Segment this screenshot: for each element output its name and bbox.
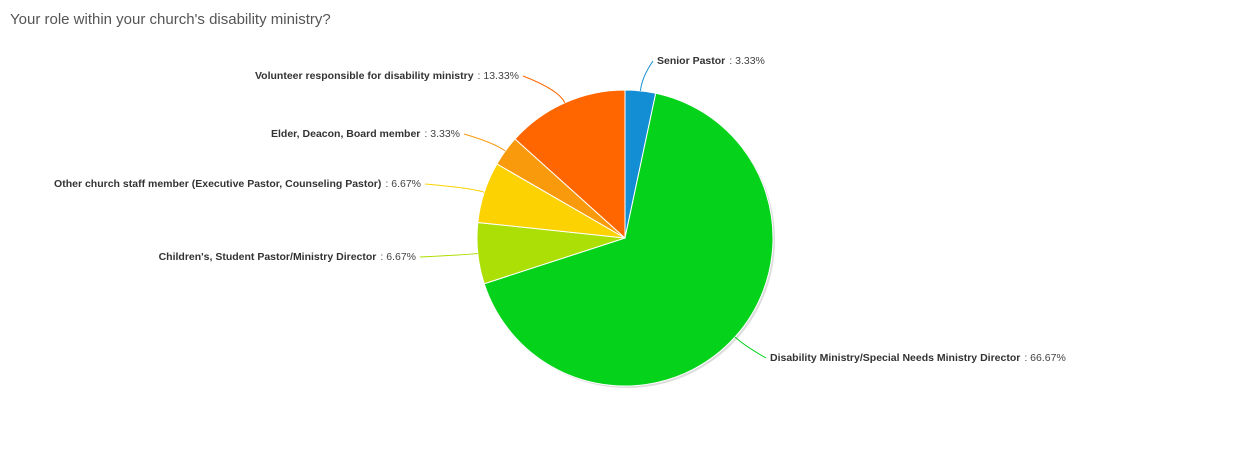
leader-line bbox=[522, 75, 566, 104]
value-label: : 66.67% bbox=[1024, 352, 1065, 364]
leader-line bbox=[734, 336, 767, 359]
value-label: : 6.67% bbox=[380, 251, 416, 263]
data-label: Other church staff member (Executive Pas… bbox=[54, 178, 421, 190]
category-label: Elder, Deacon, Board member bbox=[271, 128, 420, 140]
chart-title: Your role within your church's disabilit… bbox=[10, 11, 331, 28]
value-label: : 6.67% bbox=[385, 178, 421, 190]
pie-slice bbox=[514, 89, 626, 240]
category-label: Disability Ministry/Special Needs Minist… bbox=[770, 352, 1020, 364]
leader-line bbox=[639, 60, 654, 91]
value-label: : 13.33% bbox=[478, 70, 519, 82]
data-label: Disability Ministry/Special Needs Minist… bbox=[770, 352, 1066, 364]
category-label: Volunteer responsible for disability min… bbox=[255, 70, 474, 82]
data-label: Volunteer responsible for disability min… bbox=[255, 70, 519, 82]
leader-line bbox=[419, 252, 478, 258]
leader-line bbox=[424, 183, 485, 193]
data-label: Senior Pastor : 3.33% bbox=[657, 55, 765, 67]
data-label: Elder, Deacon, Board member : 3.33% bbox=[271, 128, 460, 140]
category-label: Other church staff member (Executive Pas… bbox=[54, 178, 381, 190]
category-label: Senior Pastor bbox=[657, 55, 725, 67]
value-label: : 3.33% bbox=[424, 128, 460, 140]
data-label: Children's, Student Pastor/Ministry Dire… bbox=[159, 251, 416, 263]
leader-line bbox=[463, 133, 506, 152]
category-label: Children's, Student Pastor/Ministry Dire… bbox=[159, 251, 377, 263]
value-label: : 3.33% bbox=[729, 55, 765, 67]
